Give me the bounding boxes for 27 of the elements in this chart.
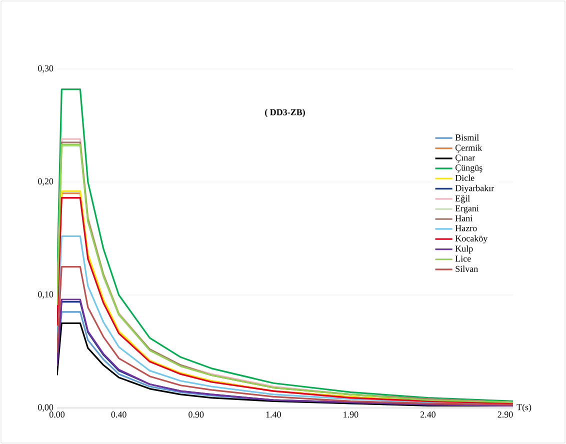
legend-label: Eğil	[455, 195, 470, 204]
text: ( DD3-ZB)	[265, 108, 305, 118]
legend-label: Kulp	[455, 245, 473, 254]
legend-label: Diyarbakır	[455, 184, 494, 194]
legend-label: Lice	[455, 256, 471, 262]
y-tick-label: 0,00	[38, 404, 54, 412]
legend-label: Silvan	[456, 266, 478, 272]
legend-label: Bismil	[455, 134, 479, 141]
legend-label: Hani	[455, 215, 472, 222]
legend-label: Ergani	[455, 205, 479, 214]
legend-label: Kocaköy	[455, 235, 488, 244]
legend-label: Çüngüş	[456, 164, 482, 173]
x-tick-label: 0.00	[49, 412, 65, 418]
x-tick-label: 1.90	[344, 412, 358, 418]
x-tick-label: 1.40	[266, 412, 281, 418]
legend-label: Hazro	[455, 225, 477, 232]
y-tick-label: 0,10	[38, 291, 54, 299]
y-tick-label: 0,30	[38, 65, 54, 73]
x-tick-label: 0.90	[188, 412, 204, 418]
x-tick-label: 2.40	[420, 412, 436, 418]
x-tick-label: 2.90	[498, 412, 513, 418]
y-tick-label: 0,20	[38, 178, 54, 186]
x-tick-label: 0.40	[111, 412, 126, 418]
x-axis-title: T(s)	[516, 404, 532, 412]
legend-label: Çınar	[456, 154, 476, 163]
legend-label: Çermik	[456, 144, 482, 153]
legend-label: Dicle	[455, 174, 474, 181]
